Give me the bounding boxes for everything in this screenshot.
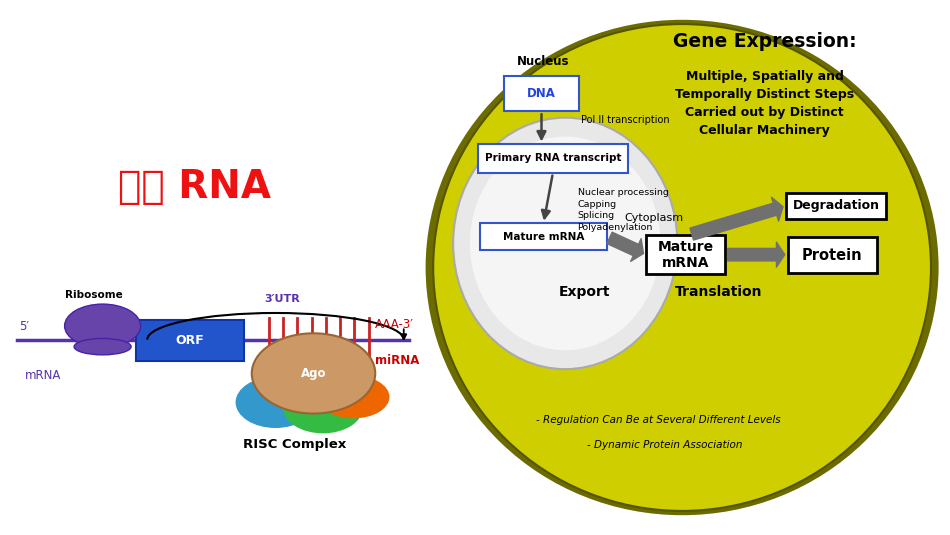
- Text: Multiple, Spatially and
Temporally Distinct Steps
Carried out by Distinct
Cellul: Multiple, Spatially and Temporally Disti…: [675, 70, 854, 136]
- Text: miRNA: miRNA: [375, 354, 420, 367]
- Ellipse shape: [317, 376, 390, 418]
- Text: Export: Export: [559, 285, 610, 299]
- Text: Degradation: Degradation: [792, 200, 880, 212]
- Text: Gene Expression:: Gene Expression:: [673, 32, 857, 51]
- Text: - Regulation Can Be at Several Different Levels: - Regulation Can Be at Several Different…: [536, 415, 781, 425]
- Text: RISC Complex: RISC Complex: [243, 438, 346, 450]
- Ellipse shape: [252, 333, 375, 414]
- Text: Nucleus: Nucleus: [517, 55, 570, 68]
- FancyBboxPatch shape: [478, 144, 628, 173]
- Text: 调控 RNA: 调控 RNA: [118, 168, 272, 207]
- Ellipse shape: [74, 339, 131, 355]
- Text: Mature mRNA: Mature mRNA: [503, 232, 584, 242]
- Text: mRNA: mRNA: [25, 369, 61, 382]
- Text: Translation: Translation: [674, 285, 762, 299]
- FancyBboxPatch shape: [788, 237, 877, 273]
- Text: - Dynamic Protein Association: - Dynamic Protein Association: [587, 440, 743, 450]
- Text: ORF: ORF: [176, 334, 204, 347]
- Text: Mature
mRNA: Mature mRNA: [657, 240, 713, 270]
- Text: Ribosome: Ribosome: [65, 289, 123, 300]
- Text: Nuclear processing
Capping
Splicing
Polyadenylation: Nuclear processing Capping Splicing Poly…: [578, 188, 669, 232]
- Text: Ago: Ago: [301, 367, 326, 380]
- Ellipse shape: [236, 377, 315, 428]
- FancyBboxPatch shape: [480, 223, 607, 250]
- Text: AAA-3′: AAA-3′: [375, 318, 414, 331]
- Text: Protein: Protein: [802, 248, 863, 263]
- FancyBboxPatch shape: [646, 235, 725, 274]
- Ellipse shape: [453, 118, 677, 369]
- Text: Primary RNA transcript: Primary RNA transcript: [484, 154, 621, 163]
- Text: DNA: DNA: [527, 87, 556, 100]
- Text: Cytoplasm: Cytoplasm: [624, 213, 683, 223]
- Text: 3′UTR: 3′UTR: [264, 294, 300, 304]
- Ellipse shape: [426, 20, 939, 515]
- FancyBboxPatch shape: [786, 193, 886, 219]
- FancyBboxPatch shape: [504, 76, 579, 111]
- Ellipse shape: [65, 304, 141, 348]
- Ellipse shape: [283, 382, 363, 433]
- FancyBboxPatch shape: [136, 320, 244, 361]
- Text: Pol II transcription: Pol II transcription: [581, 116, 670, 125]
- Ellipse shape: [433, 24, 931, 511]
- Text: 5′: 5′: [19, 320, 29, 333]
- Ellipse shape: [470, 136, 660, 350]
